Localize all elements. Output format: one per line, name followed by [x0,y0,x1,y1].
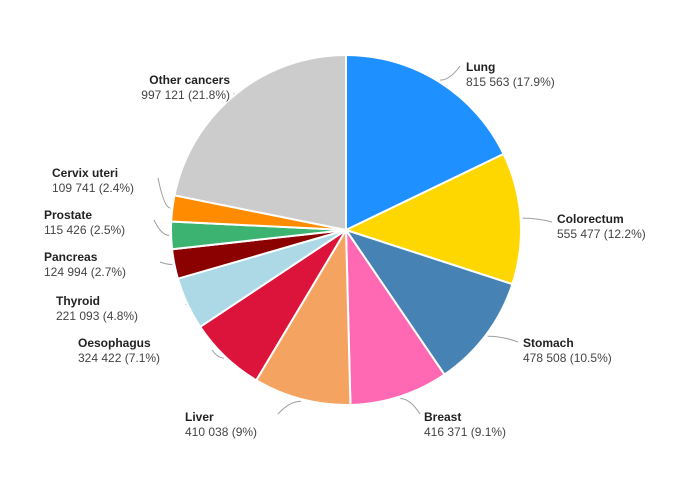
label-liver: Liver 410 038 (9%) [185,410,257,440]
label-liver-name: Liver [185,410,214,424]
label-pancreas-value: 124 994 (2.7%) [44,265,127,279]
label-other-cancers: Other cancers 997 121 (21.8%) [141,73,230,103]
label-lung-value: 815 563 (17.9%) [466,75,555,89]
label-oesophagus: Oesophagus 324 422 (7.1%) [78,336,160,366]
label-oesophagus-value: 324 422 (7.1%) [78,351,161,365]
label-oesophagus-name: Oesophagus [78,336,151,350]
pie-slices [170,53,522,406]
label-stomach-name: Stomach [523,336,574,350]
leader-lines [153,65,553,415]
leader-line-cervix-uteri [157,177,171,209]
label-pancreas-name: Pancreas [44,250,98,264]
label-cervix-uteri-name: Cervix uteri [52,166,119,180]
label-colorectum: Colorectum 555 477 (12.2%) [557,212,646,242]
pie-slice-lung [345,53,505,232]
label-lung: Lung 815 563 (17.9%) [466,60,555,90]
label-stomach: Stomach 478 508 (10.5%) [523,336,612,366]
label-pancreas: Pancreas 124 994 (2.7%) [44,250,126,280]
label-thyroid: Thyroid 221 093 (4.8%) [56,294,138,324]
label-breast-name: Breast [424,410,462,424]
label-lung-name: Lung [466,60,496,74]
leader-line-breast [400,398,421,415]
label-other-cancers-name: Other cancers [149,73,230,87]
label-colorectum-name: Colorectum [557,212,624,226]
label-prostate-value: 115 426 (2.5%) [44,223,126,237]
label-stomach-value: 478 508 (10.5%) [523,351,612,365]
pie-slice-other-cancers [173,53,347,232]
leader-line-stomach [487,335,519,343]
leader-line-pancreas [159,261,173,265]
label-breast: Breast 416 371 (9.1%) [424,410,506,440]
pie-slice-stomach [343,228,514,377]
leader-line-liver [277,400,302,415]
pie-slice-liver [254,226,352,406]
leader-line-lung [440,65,461,81]
label-liver-value: 410 038 (9%) [185,425,258,439]
label-thyroid-value: 221 093 (4.8%) [56,309,139,323]
label-cervix-uteri: Cervix uteri 109 741 (2.4%) [52,166,134,196]
label-prostate-name: Prostate [44,208,93,222]
label-thyroid-name: Thyroid [56,294,100,308]
pie-slice-colorectum [343,152,522,286]
leader-line-prostate [153,219,170,236]
label-prostate: Prostate 115 426 (2.5%) [44,208,125,238]
leader-line-oesophagus [211,349,224,359]
leader-line-colorectum [522,217,553,223]
label-breast-value: 416 371 (9.1%) [424,425,507,439]
label-cervix-uteri-value: 109 741 (2.4%) [52,181,135,195]
pie-slice-breast [344,226,446,406]
label-other-cancers-value: 997 121 (21.8%) [141,88,230,102]
label-colorectum-value: 555 477 (12.2%) [557,227,646,241]
